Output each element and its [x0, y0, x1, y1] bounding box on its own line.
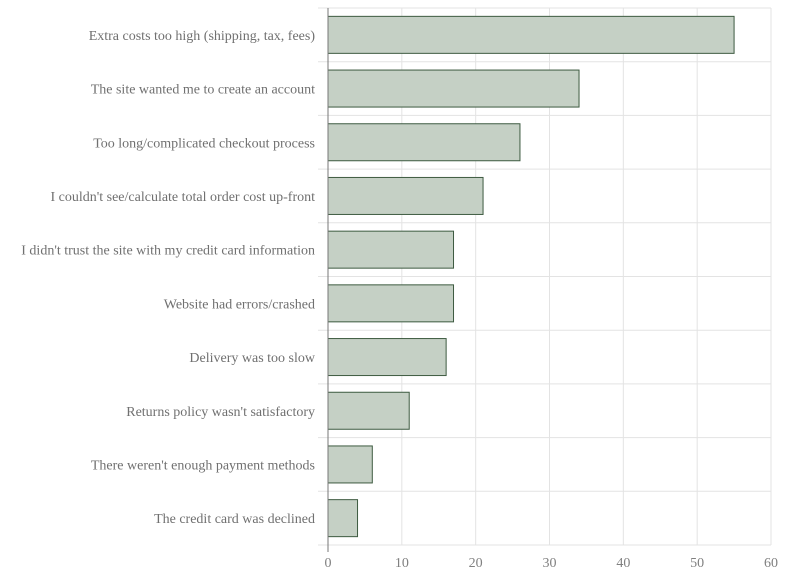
category-label: Returns policy wasn't satisfactory [126, 405, 315, 420]
bar [327, 15, 735, 54]
bar [327, 69, 580, 108]
category-label: I didn't trust the site with my credit c… [21, 244, 315, 259]
x-tick-label: 40 [616, 556, 630, 571]
x-tick-label: 0 [325, 556, 332, 571]
bar [327, 123, 521, 162]
category-label: The credit card was declined [154, 512, 315, 527]
category-label: I couldn't see/calculate total order cos… [50, 190, 315, 205]
bar [327, 176, 484, 215]
bar [327, 284, 455, 323]
category-label: Delivery was too slow [189, 351, 315, 366]
x-tick-label: 20 [469, 556, 483, 571]
x-tick-label: 60 [764, 556, 778, 571]
bar [327, 338, 447, 377]
category-label: The site wanted me to create an account [91, 83, 315, 98]
category-label: Website had errors/crashed [164, 297, 315, 312]
category-label: Too long/complicated checkout process [93, 136, 315, 151]
bar [327, 499, 359, 538]
x-tick-label: 10 [395, 556, 409, 571]
x-tick-label: 30 [543, 556, 557, 571]
x-tick-label: 50 [690, 556, 704, 571]
bar [327, 391, 410, 430]
bar [327, 445, 373, 484]
bar [327, 230, 455, 269]
category-label: There weren't enough payment methods [91, 458, 315, 473]
category-label: Extra costs too high (shipping, tax, fee… [89, 29, 316, 44]
